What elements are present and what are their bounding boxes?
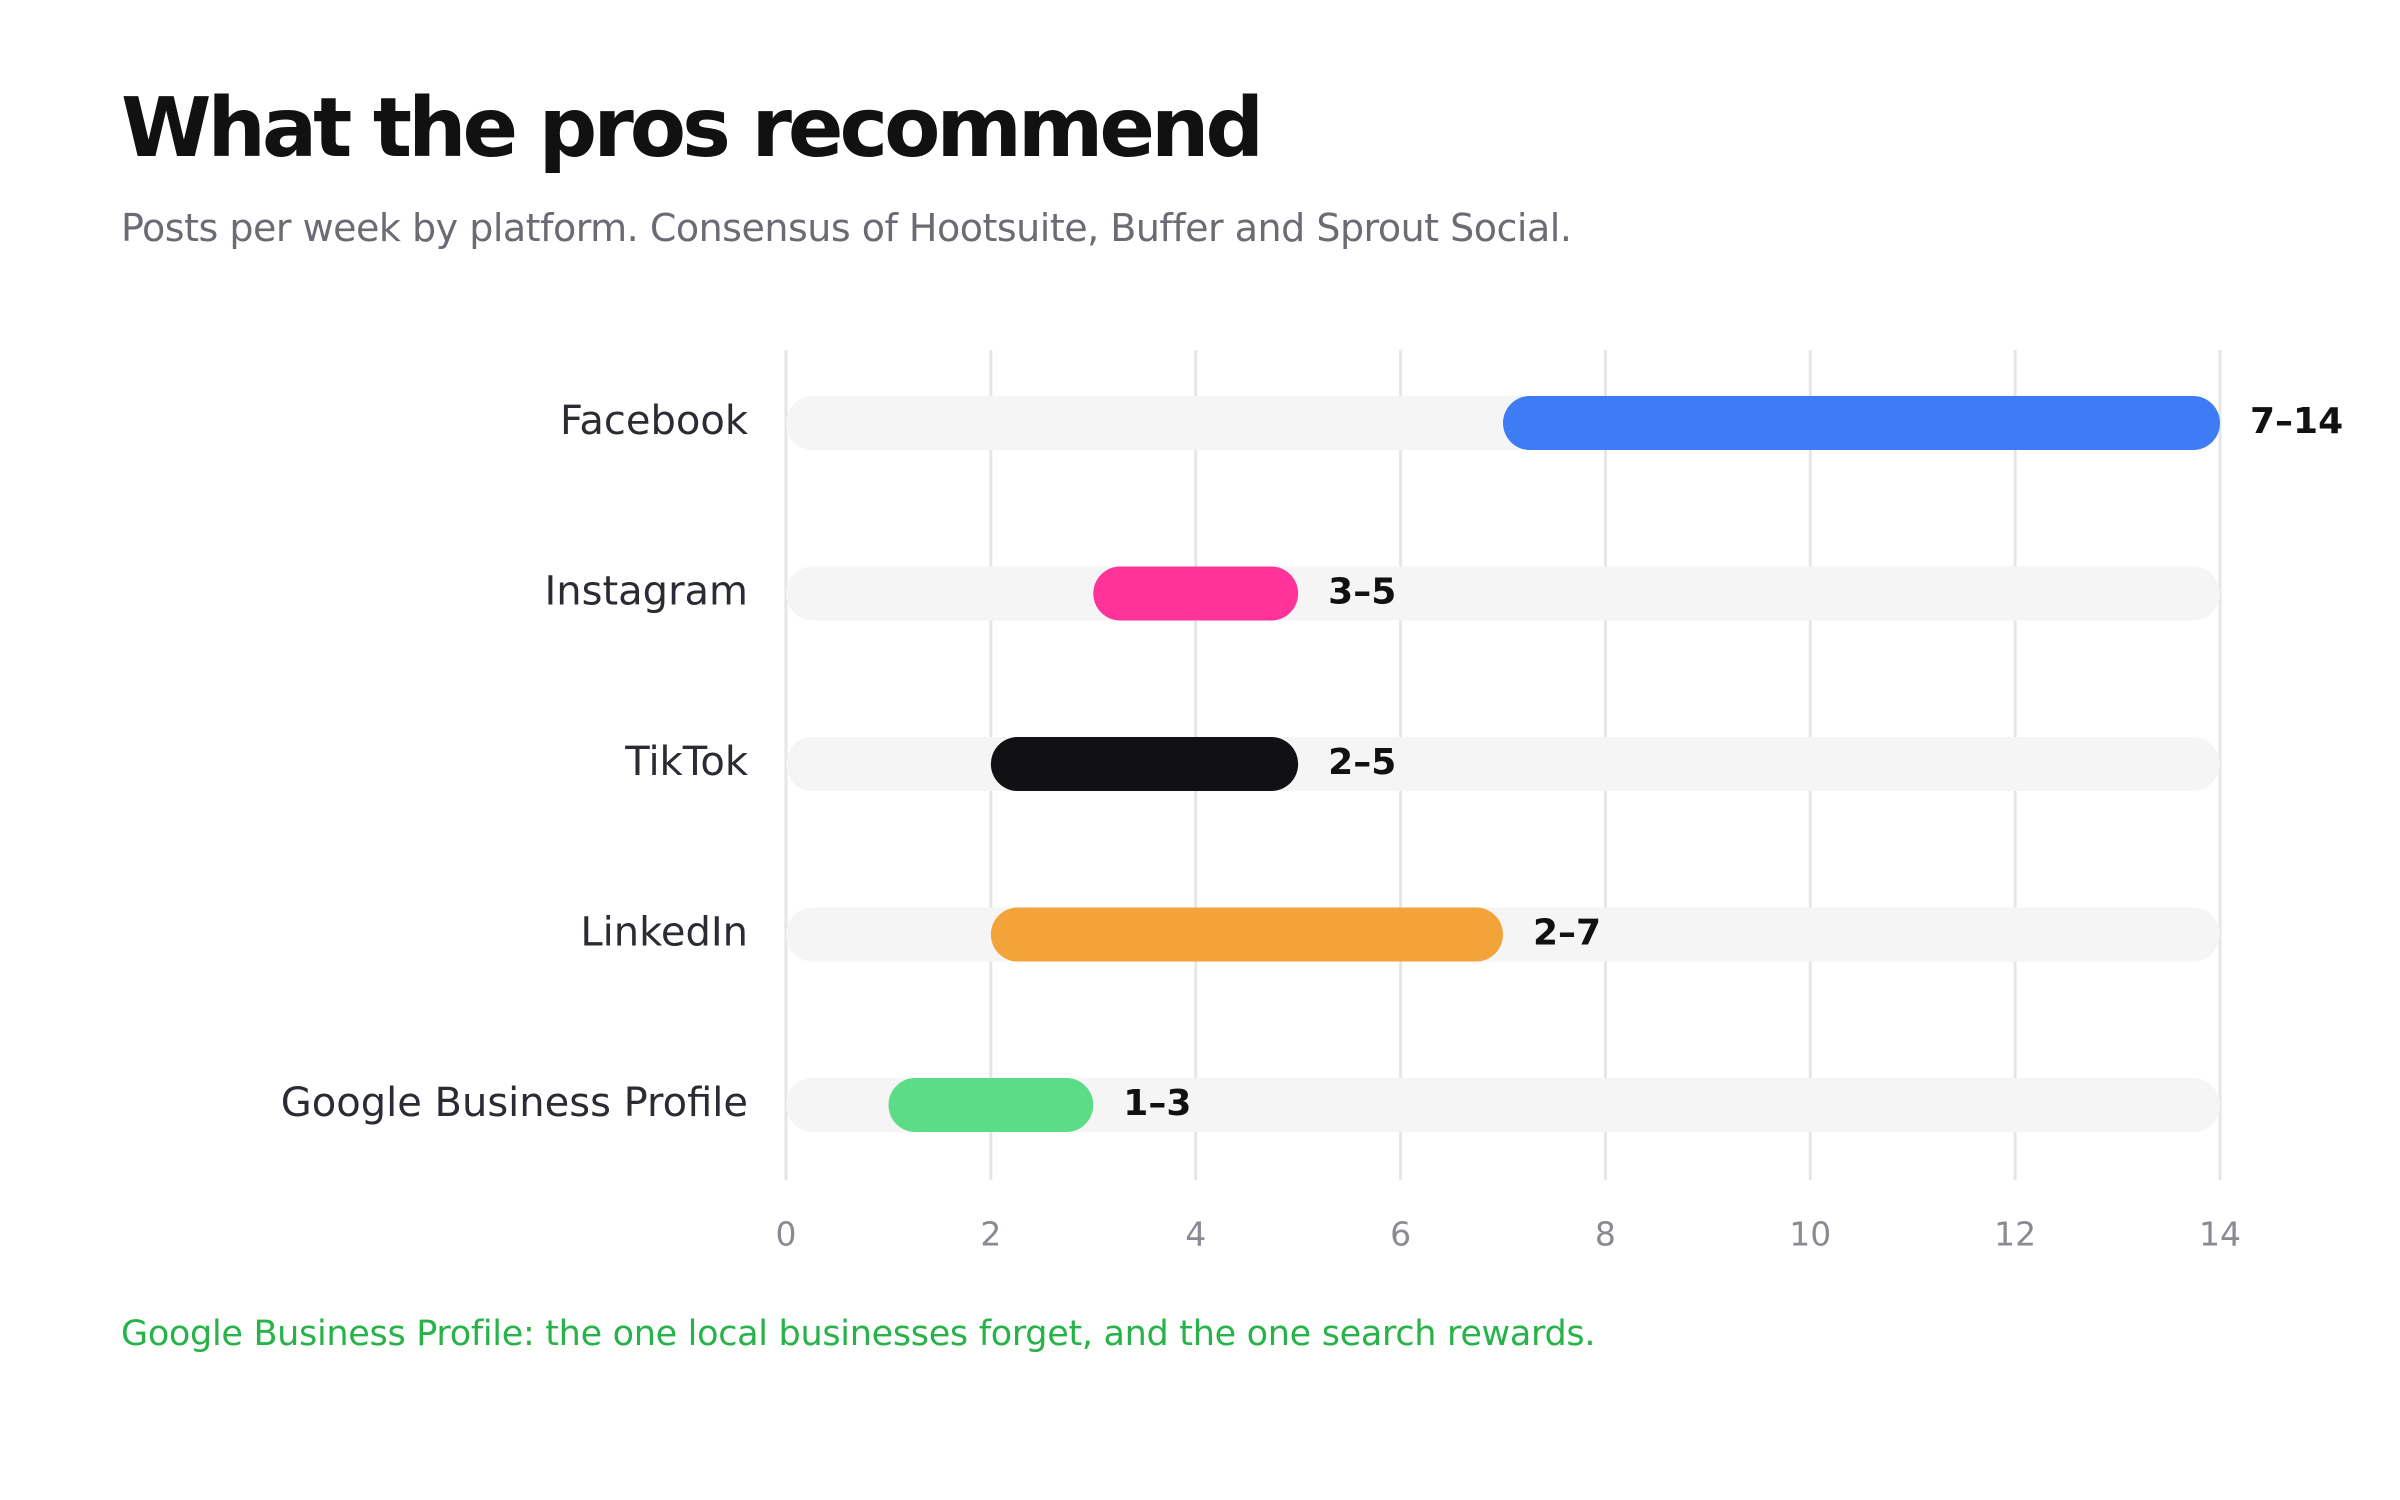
value-label: 1–3 [1123,1083,1191,1124]
value-label: 3–5 [1328,572,1396,613]
chart-footnote: Google Business Profile: the one local b… [121,1314,1596,1354]
category-label: LinkedIn [580,910,748,956]
x-tick-label: 2 [980,1215,1001,1254]
chart-subtitle: Posts per week by platform. Consensus of… [121,206,1572,250]
bar-row: Facebook 7–14 [560,396,2343,450]
value-label: 7–14 [2250,401,2343,442]
x-tick-label: 14 [2199,1215,2241,1254]
bar-row: LinkedIn 2–7 [580,907,2220,962]
bars: Facebook 7–14 Instagram 3–5 TikTok 2–5 LinkedI… [281,396,2343,1132]
category-label: Instagram [545,569,749,615]
x-tick-label: 8 [1595,1215,1616,1254]
range-bar [1093,566,1299,621]
category-label: Facebook [560,398,749,444]
x-tick-label: 6 [1390,1215,1411,1254]
bar-track [786,1078,2220,1132]
bar-track [786,566,2220,621]
x-tick-label: 4 [1185,1215,1206,1254]
bar-row: Instagram 3–5 [545,566,2220,621]
category-label: TikTok [624,739,749,785]
x-tick-label: 12 [1994,1215,2036,1254]
x-axis-ticks: 0 2 4 6 8 10 12 14 [776,1215,2242,1254]
value-label: 2–7 [1533,913,1601,954]
value-label: 2–5 [1328,742,1396,783]
range-bar [990,737,1299,791]
range-bar [990,907,1503,962]
bar-row: TikTok 2–5 [624,737,2220,791]
bar-row: Google Business Profile 1–3 [281,1078,2220,1132]
range-bar [888,1078,1094,1132]
range-bar [1503,396,2220,450]
chart-title: What the pros recommend [121,81,1264,176]
x-tick-label: 0 [776,1215,797,1254]
category-label: Google Business Profile [281,1080,748,1126]
x-tick-label: 10 [1789,1215,1831,1254]
